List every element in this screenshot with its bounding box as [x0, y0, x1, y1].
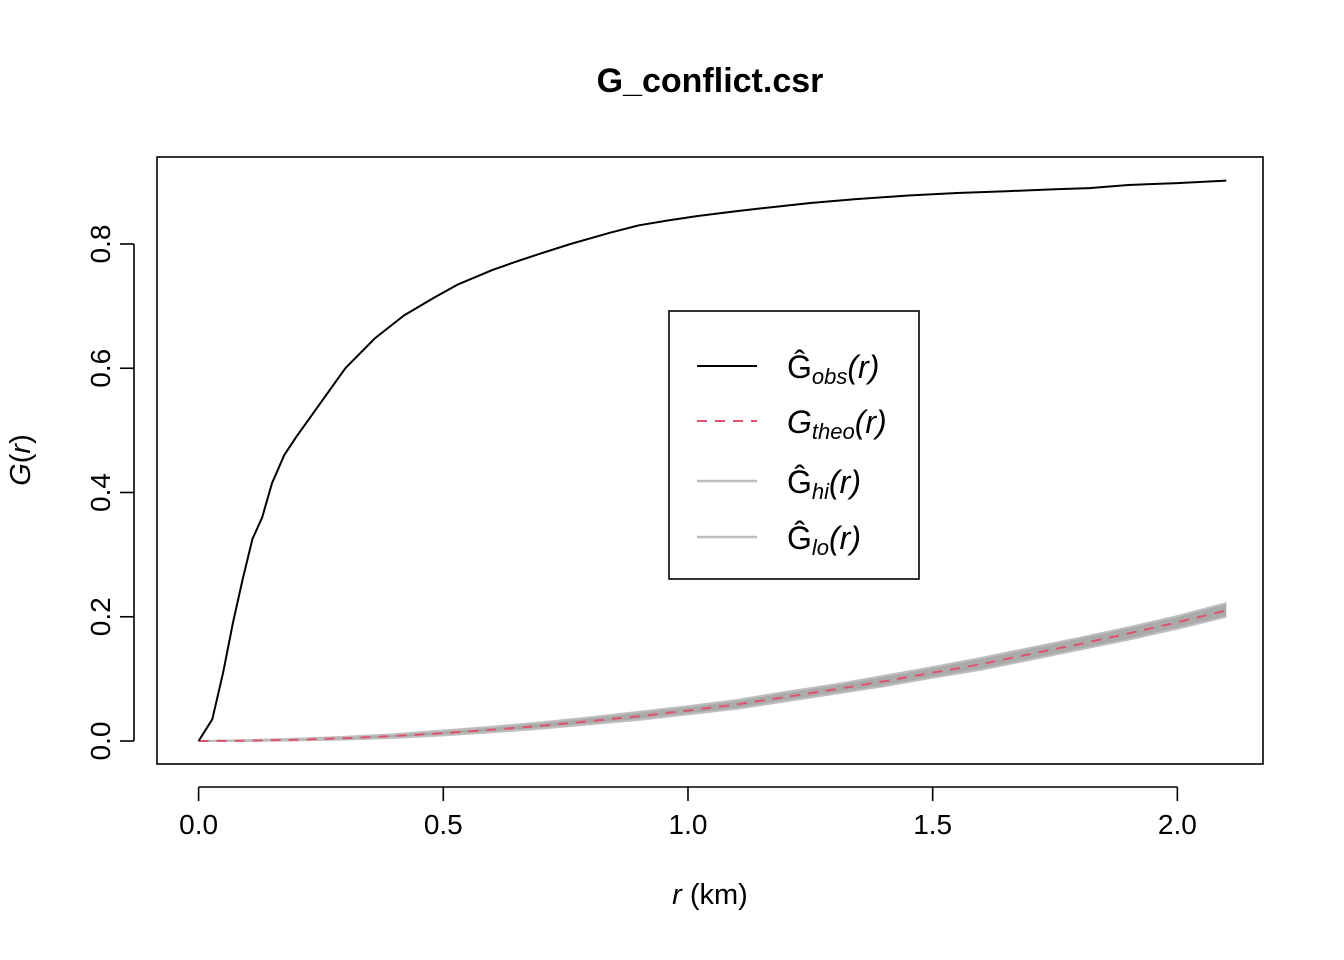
- y-axis-label-var: r: [5, 443, 37, 454]
- series-line-lo: [198, 615, 1227, 742]
- legend-label-lo: Ĝlo(r): [787, 520, 861, 560]
- y-tick-label: 0.0: [85, 722, 116, 761]
- legend-label-hi: Ĝhi(r): [787, 464, 861, 504]
- y-tick-label: 0.6: [85, 349, 116, 388]
- series-line-obs: [197, 179, 1227, 742]
- legend-label-theo: Gtheo(r): [787, 404, 887, 444]
- x-tick-label: 1.0: [669, 809, 708, 840]
- y-tick-label: 0.8: [85, 225, 116, 264]
- x-tick-label: 2.0: [1158, 809, 1197, 840]
- y-axis-label-close: ): [5, 434, 37, 444]
- y-axis-label: G(r): [5, 434, 37, 486]
- x-axis-label-unit: (km): [682, 879, 748, 911]
- x-axis: 0.0 0.5 1.0 1.5 2.0: [179, 786, 1197, 840]
- y-tick-label: 0.4: [85, 473, 116, 512]
- envelope-layer: [198, 603, 1227, 741]
- envelope-band: [198, 603, 1227, 741]
- legend-box: [668, 310, 920, 580]
- legend: Ĝobs(r) Gtheo(r) Ĝhi(r) Ĝlo(r): [668, 310, 920, 580]
- x-axis-label: r (km): [672, 879, 748, 911]
- series-line-theo: [198, 609, 1227, 742]
- x-tick-label: 0.0: [179, 809, 218, 840]
- x-axis-label-var: r: [672, 879, 683, 911]
- series-line-hi: [198, 602, 1227, 742]
- y-axis-label-open: (: [5, 453, 37, 463]
- series-layer: [197, 179, 1227, 742]
- chart-title: G_conflict.csr: [597, 62, 824, 100]
- y-axis: 0.0 0.2 0.4 0.6 0.8: [85, 225, 135, 761]
- y-axis-label-func: G: [5, 463, 37, 486]
- plot-frame: [156, 156, 1264, 765]
- x-tick-label: 1.5: [913, 809, 952, 840]
- y-tick-label: 0.2: [85, 597, 116, 636]
- x-tick-label: 0.5: [424, 809, 463, 840]
- legend-label-obs: Ĝobs(r): [787, 349, 879, 389]
